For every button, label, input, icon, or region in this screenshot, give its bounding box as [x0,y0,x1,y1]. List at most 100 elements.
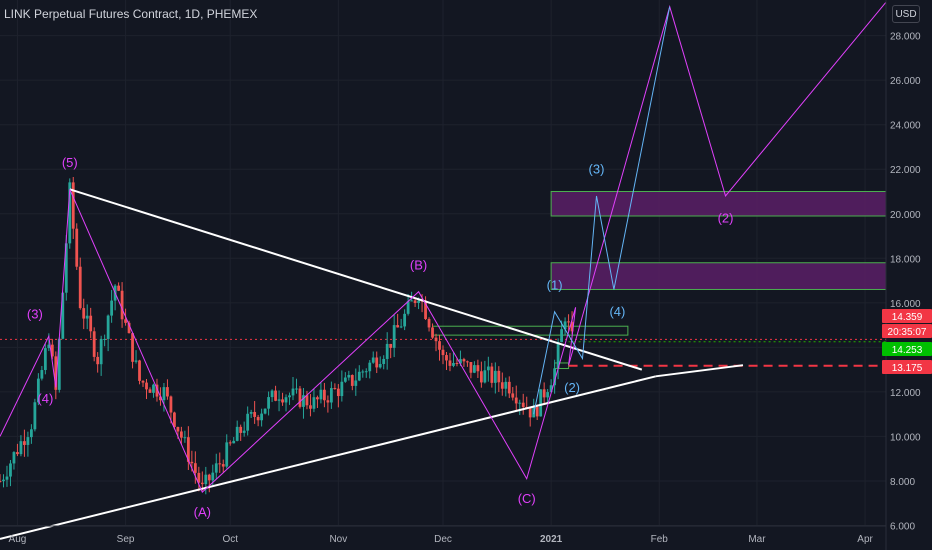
candle-body [131,333,134,362]
candle-body [472,365,476,373]
candle-body [291,388,295,396]
candle-body [138,360,141,381]
candle-body [424,300,427,320]
candle-body [16,452,19,455]
candle-body [361,371,365,373]
price-tags: 14.359 20:35:07 14.253 13.175 [882,309,932,374]
candle-body [549,385,553,393]
elliott-wave-path [0,1,887,493]
wave-label: (3) [27,306,43,321]
candle-body [546,392,550,398]
candle-body [295,388,298,390]
candle-body [239,426,243,433]
candle-body [483,370,487,383]
candle-body [186,437,190,462]
candle-body [267,397,270,409]
candlestick-series [0,177,574,495]
wave-label: (C) [518,491,536,506]
candle-body [152,384,155,393]
candle-body [99,339,103,365]
candle-body [120,290,124,320]
candle-body [528,407,532,418]
candle-body [155,384,159,397]
candle-body [466,361,469,363]
candle-body [235,426,239,441]
candle-body [270,390,274,398]
candle-body [197,472,201,483]
candle-body [253,412,257,417]
candle-body [232,440,236,444]
candle-body [134,360,138,362]
price-tick-label: 8.000 [890,477,915,488]
wave-label: (1) [547,277,563,292]
candle-body [476,365,480,372]
currency-button[interactable]: USD [892,5,920,23]
candle-body [117,285,120,291]
candle-body [378,363,382,368]
candle-body [106,315,110,339]
candle-body [305,395,309,406]
time-tick-label: Aug [9,534,27,545]
candle-body [431,327,434,338]
lower-trendline [0,375,657,540]
candle-body [263,408,267,414]
price-tick-label: 10.000 [890,432,921,443]
candle-body [183,437,187,439]
candle-body [166,387,169,397]
time-tick-label: Sep [117,534,135,545]
candle-body [281,399,284,403]
candle-body [214,463,218,473]
price-tick-label: 28.000 [890,32,921,43]
candle-body [567,321,570,323]
candle-body [64,243,68,293]
candle-body [427,319,431,328]
wave-label: (B) [410,257,427,272]
candle-body [23,441,26,445]
candle-body [277,399,281,401]
candle-body [396,325,400,328]
candle-body [459,359,462,364]
candle-body [462,359,466,362]
candle-body [535,406,539,417]
candle-body [309,405,312,409]
candle-body [127,322,131,334]
candle-body [159,396,162,401]
sub-wave-path [533,6,671,415]
candle-body [570,322,574,332]
target-zone [550,262,887,290]
candle-body [403,313,407,327]
candle-body [445,355,448,361]
candle-body [29,429,33,438]
candle-body [504,381,508,389]
wave-label: (4) [609,304,625,319]
candle-body [228,442,232,444]
price-tag-label: 20:35:07 [888,327,927,338]
candle-body [33,402,37,430]
wave-label: (2) [564,380,580,395]
candle-body [350,375,354,386]
price-tag [882,324,932,338]
candle-body [556,342,560,369]
wave-label: (3) [589,162,605,177]
candle-body [124,319,127,323]
candle-body [319,389,323,400]
candle-body [500,382,504,389]
candle-body [368,362,372,372]
chart-title: LINK Perpetual Futures Contract, 1D, PHE… [4,7,258,21]
candle-body [521,402,525,407]
candle-body [78,266,82,309]
candle-body [326,400,330,403]
candle-body [490,366,494,383]
candle-body [438,341,441,350]
candle-body [43,348,47,371]
candle-body [204,474,208,485]
candle-body [399,326,403,328]
price-axis: 6.0008.00010.00012.00014.00016.00018.000… [890,32,921,533]
candle-body [469,362,473,373]
candle-body [12,452,16,464]
candle-body [441,349,445,356]
trendlines [0,188,744,540]
price-tag [882,342,932,356]
candle-body [75,228,79,267]
